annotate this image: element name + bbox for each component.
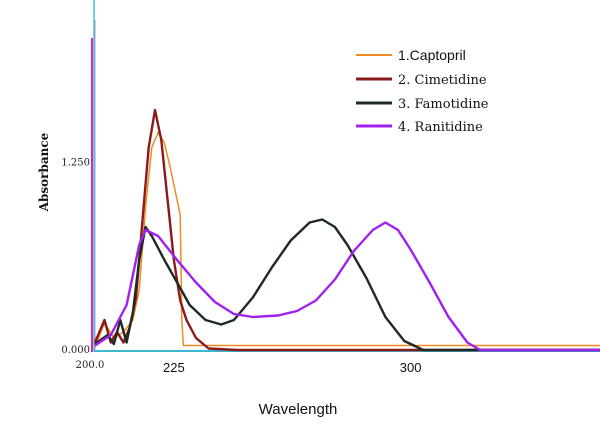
series-line-ranitidine xyxy=(94,221,600,352)
y-tick-label: 1.250 xyxy=(61,158,90,169)
axes xyxy=(94,20,600,352)
legend-label-captopril: 1.Captopril xyxy=(398,47,466,63)
tick-labels: 200.0 225 300 0.000 1.250 xyxy=(61,158,421,376)
legend-label-ranitidine: 4. Ranitidine xyxy=(398,120,483,135)
x-tick-label: 225 xyxy=(163,360,185,375)
series-line-cimetidine xyxy=(93,108,600,352)
x-tick-label: 300 xyxy=(400,360,422,375)
series-line-famotidine xyxy=(94,218,600,352)
x-axis-title: Wavelength xyxy=(259,401,338,418)
y-tick-label: 0.000 xyxy=(61,345,90,356)
series-lines xyxy=(93,108,600,352)
legend-label-cimetidine: 2. Cimetidine xyxy=(398,73,487,88)
legend-label-famotidine: 3. Famotidine xyxy=(398,97,489,112)
y-axis-title: Absorbance xyxy=(37,132,51,212)
legend: 1.Captopril 2. Cimetidine 3. Famotidine … xyxy=(356,47,489,135)
x-tick-label: 200.0 xyxy=(76,360,105,371)
